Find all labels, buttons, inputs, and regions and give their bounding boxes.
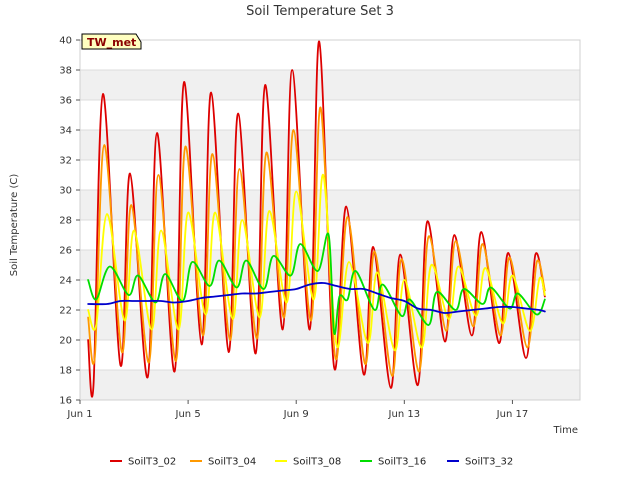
y-axis-title: Soil Temperature (C) xyxy=(9,174,20,277)
y-tick-label: 26 xyxy=(59,246,72,257)
site-tag: TW_met xyxy=(81,33,142,50)
series-line-soilt3_16 xyxy=(87,232,546,336)
x-tick-label: Jun 13 xyxy=(388,409,421,420)
series-line-soilt3_08 xyxy=(87,174,546,352)
x-tick-label: Jun 9 xyxy=(283,409,309,420)
y-tick-label: 22 xyxy=(59,306,72,317)
grid-band xyxy=(80,370,580,400)
y-tick-label: 30 xyxy=(59,186,72,197)
x-tick-label: Jun 5 xyxy=(175,409,201,420)
legend-label-soilt3_32: SoilT3_32 xyxy=(465,457,513,468)
legend-label-soilt3_16: SoilT3_16 xyxy=(378,457,426,468)
y-axis-ticks: 16 18 20 22 24 26 28 30 32 34 36 38 40 xyxy=(59,36,80,407)
site-tag-label: TW_met xyxy=(87,36,136,49)
x-tick-label: Jun 17 xyxy=(496,409,529,420)
chart-title: Soil Temperature Set 3 xyxy=(246,4,394,19)
legend: SoilT3_02 SoilT3_04 SoilT3_08 SoilT3_16 Soil… xyxy=(110,457,513,468)
series-layer xyxy=(87,40,546,398)
x-axis-ticks: Jun 1 Jun 5 Jun 9 Jun 13 Jun 17 xyxy=(66,400,528,420)
y-tick-label: 32 xyxy=(59,156,72,167)
legend-label-soilt3_04: SoilT3_04 xyxy=(208,457,256,468)
legend-label-soilt3_08: SoilT3_08 xyxy=(293,457,341,468)
y-tick-label: 16 xyxy=(59,396,72,407)
y-tick-label: 28 xyxy=(59,216,72,227)
y-tick-label: 40 xyxy=(59,36,72,47)
series-line-soilt3_04 xyxy=(87,106,546,377)
grid-band xyxy=(80,130,580,160)
y-tick-label: 20 xyxy=(59,336,72,347)
x-tick-label: Jun 1 xyxy=(66,409,92,420)
series-line-soilt3_32 xyxy=(87,282,546,314)
x-axis-title: Time xyxy=(553,425,578,436)
y-tick-label: 36 xyxy=(59,96,72,107)
y-tick-label: 24 xyxy=(59,276,72,287)
legend-label-soilt3_02: SoilT3_02 xyxy=(128,457,176,468)
y-tick-label: 34 xyxy=(59,126,72,137)
y-tick-label: 18 xyxy=(59,366,72,377)
y-tick-label: 38 xyxy=(59,66,72,77)
grid-band xyxy=(80,70,580,100)
site-tag-box xyxy=(81,33,142,50)
